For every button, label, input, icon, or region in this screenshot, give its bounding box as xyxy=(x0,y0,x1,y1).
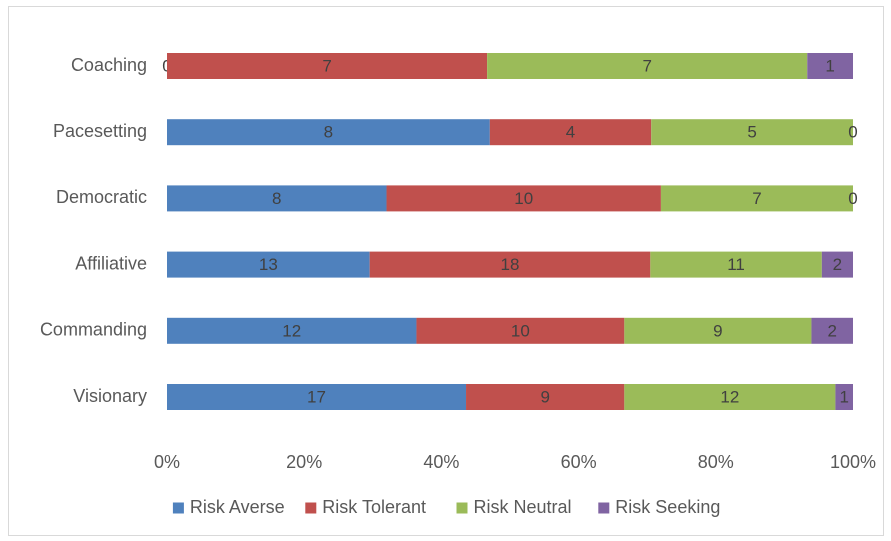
legend-label: Risk Seeking xyxy=(615,497,720,517)
bar-commanding-risk-averse xyxy=(167,317,417,344)
legend-item-risk-averse: Risk Averse xyxy=(172,497,285,517)
data-label: 12 xyxy=(282,321,301,340)
bar-visionary-risk-tolerant xyxy=(466,384,625,410)
x-tick-label: 40% xyxy=(423,452,459,472)
legend-swatch xyxy=(456,502,468,514)
category-label-pacesetting: Pacesetting xyxy=(53,121,147,141)
x-tick-label: 80% xyxy=(698,452,734,472)
category-label-affiliative: Affiliative xyxy=(75,253,147,273)
legend-item-risk-tolerant: Risk Tolerant xyxy=(305,497,426,517)
data-label: 5 xyxy=(747,123,756,142)
bar-coaching-risk-neutral xyxy=(487,53,808,79)
bar-coaching-risk-seeking xyxy=(807,53,853,79)
bar-pacesetting-risk-tolerant xyxy=(489,119,652,146)
bar-visionary-risk-seeking xyxy=(835,384,853,410)
data-label: 0 xyxy=(848,123,857,142)
data-label: 8 xyxy=(272,189,281,208)
category-labels: Coaching Pacesetting Democratic Affiliative… xyxy=(40,55,147,406)
legend-swatch xyxy=(172,502,184,514)
bar-commanding-risk-tolerant xyxy=(416,317,625,344)
data-label: 7 xyxy=(322,56,331,75)
bar-democratic-risk-tolerant xyxy=(386,185,661,212)
bar-affiliative-risk-tolerant xyxy=(369,251,651,278)
category-label-visionary: Visionary xyxy=(73,386,147,406)
bar-pacesetting-risk-neutral xyxy=(651,119,853,146)
legend-label: Risk Averse xyxy=(190,497,285,517)
bar-affiliative-risk-seeking xyxy=(821,251,853,278)
legend-swatch xyxy=(305,502,317,514)
bar-affiliative-risk-averse xyxy=(167,251,370,278)
bar-coaching-risk-tolerant xyxy=(167,53,488,79)
x-tick-label: 60% xyxy=(561,452,597,472)
x-tick-label: 20% xyxy=(286,452,322,472)
legend-item-risk-neutral: Risk Neutral xyxy=(456,497,572,517)
bar-visionary-risk-neutral xyxy=(624,384,836,410)
data-label: 1 xyxy=(839,387,848,406)
category-label-commanding: Commanding xyxy=(40,320,147,340)
data-label: 4 xyxy=(566,123,575,142)
bar-democratic-risk-averse xyxy=(167,185,387,212)
bars: 07718450810701318112121092179121 xyxy=(162,53,858,410)
bar-democratic-risk-neutral xyxy=(660,185,853,212)
data-label: 0 xyxy=(848,189,857,208)
bar-affiliative-risk-neutral xyxy=(650,251,822,278)
data-label: 2 xyxy=(833,255,842,274)
data-label: 9 xyxy=(540,387,549,406)
data-label: 12 xyxy=(720,387,739,406)
bar-pacesetting-risk-averse xyxy=(167,119,490,146)
bar-commanding-risk-seeking xyxy=(811,317,853,344)
data-label: 1 xyxy=(825,56,834,75)
x-tick-label: 100% xyxy=(830,452,876,472)
data-label: 7 xyxy=(642,56,651,75)
x-axis-ticks: 0% 20% 40% 60% 80% 100% xyxy=(154,452,876,472)
bar-visionary-risk-averse xyxy=(167,384,467,410)
data-label: 17 xyxy=(307,387,326,406)
data-label: 8 xyxy=(324,123,333,142)
data-label: 9 xyxy=(713,321,722,340)
data-label: 2 xyxy=(827,321,836,340)
data-label: 18 xyxy=(501,255,520,274)
x-tick-label: 0% xyxy=(154,452,180,472)
data-label: 11 xyxy=(727,255,745,274)
category-label-democratic: Democratic xyxy=(56,187,147,207)
legend-item-risk-seeking: Risk Seeking xyxy=(598,497,720,517)
data-label: 10 xyxy=(511,321,530,340)
legend-label: Risk Tolerant xyxy=(322,497,426,517)
legend: Risk Averse Risk Tolerant Risk Neutral Risk… xyxy=(172,497,720,517)
data-label: 13 xyxy=(259,255,278,274)
legend-swatch xyxy=(598,502,610,514)
legend-label: Risk Neutral xyxy=(474,497,572,517)
category-label-coaching: Coaching xyxy=(71,55,147,75)
bar-commanding-risk-neutral xyxy=(624,317,812,344)
data-label: 10 xyxy=(514,189,533,208)
data-label: 7 xyxy=(752,189,761,208)
